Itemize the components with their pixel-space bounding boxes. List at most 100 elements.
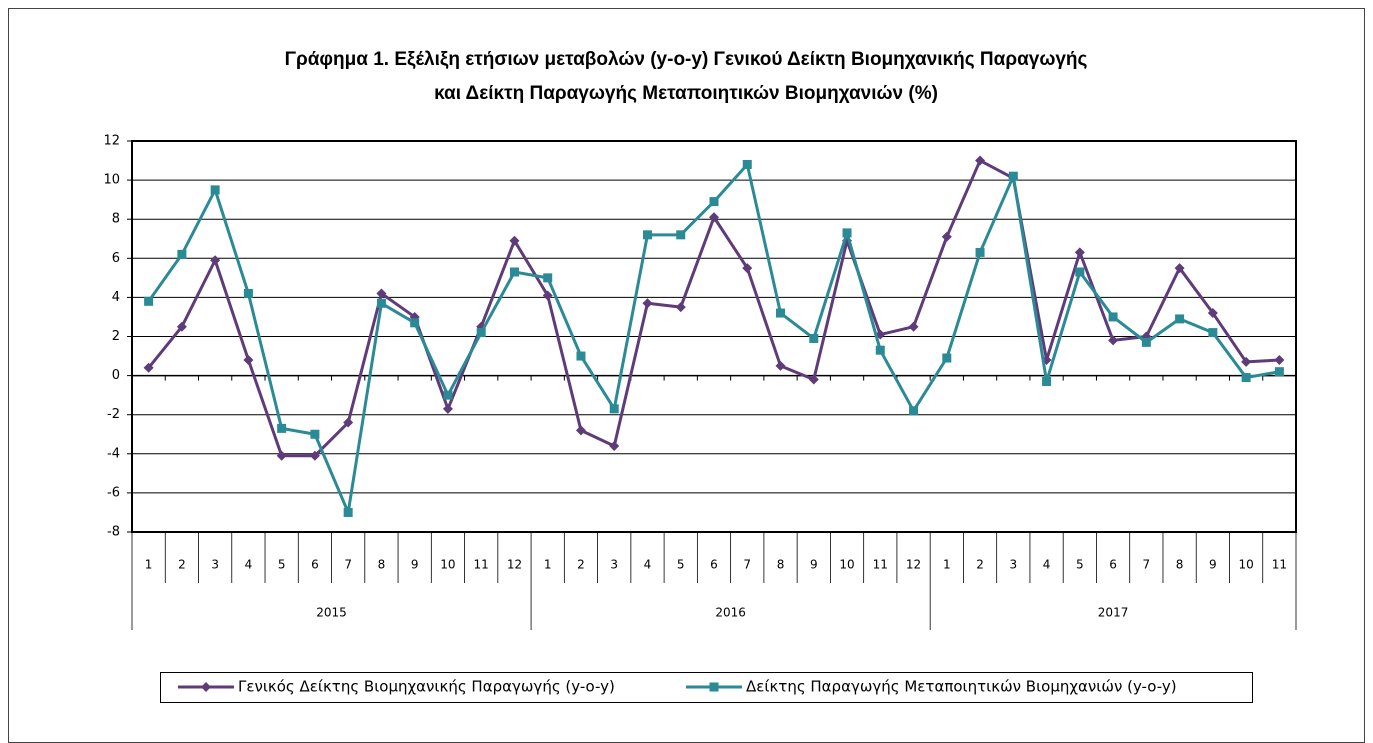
marker <box>376 298 386 308</box>
x-tick-label: 5 <box>278 558 286 572</box>
marker <box>476 328 486 338</box>
group-label: 2015 <box>316 606 347 620</box>
plot-border <box>131 140 1297 533</box>
marker <box>908 321 919 332</box>
x-tick-label: 11 <box>474 558 489 572</box>
marker <box>1241 373 1251 383</box>
marker <box>143 362 154 373</box>
marker <box>1274 367 1284 377</box>
x-tick-label: 1 <box>145 558 153 572</box>
y-tick-label: 4 <box>112 290 120 305</box>
marker <box>1175 314 1185 324</box>
marker <box>1075 267 1085 277</box>
marker <box>277 423 287 433</box>
marker <box>709 212 719 223</box>
y-tick-label: 6 <box>112 251 120 266</box>
marker <box>609 404 619 414</box>
marker <box>1208 328 1218 338</box>
x-tick-label: 6 <box>710 558 718 572</box>
y-tick-label: -6 <box>107 485 120 500</box>
marker <box>210 255 221 266</box>
x-tick-label: 8 <box>378 558 386 572</box>
x-tick-label: 11 <box>873 558 888 572</box>
x-tick-label: 9 <box>1209 558 1217 572</box>
x-tick-label: 7 <box>1143 558 1151 572</box>
marker <box>210 185 220 195</box>
marker <box>942 353 952 363</box>
x-tick-label: 3 <box>1009 558 1017 572</box>
legend-box <box>160 672 1253 703</box>
x-tick-label: 4 <box>1043 558 1051 572</box>
marker <box>1241 356 1252 367</box>
marker <box>642 298 653 309</box>
marker <box>1108 335 1119 346</box>
marker <box>343 507 353 517</box>
x-tick-label: 1 <box>943 558 951 572</box>
y-tick-label: -8 <box>107 525 120 540</box>
y-tick-label: -2 <box>107 407 120 422</box>
group-label: 2016 <box>715 606 746 620</box>
marker <box>376 288 387 299</box>
marker <box>243 354 254 365</box>
marker <box>509 235 520 246</box>
legend-label: Γενικός Δείκτης Βιομηχανικής Παραγωγής (… <box>238 678 615 696</box>
marker <box>1042 376 1052 386</box>
marker <box>775 360 786 371</box>
marker <box>410 318 420 328</box>
x-tick-label: 10 <box>839 558 854 572</box>
x-tick-label: 8 <box>1176 558 1184 572</box>
y-tick-label: 0 <box>112 368 120 383</box>
y-tick-label: 8 <box>112 212 120 227</box>
y-tick-label: 12 <box>103 134 120 149</box>
x-tick-label: 12 <box>507 558 522 572</box>
x-tick-label: 3 <box>610 558 618 572</box>
x-tick-label: 5 <box>1076 558 1084 572</box>
marker <box>509 267 519 277</box>
marker <box>575 425 586 436</box>
x-tick-label: 2 <box>178 558 186 572</box>
marker <box>1108 312 1118 322</box>
marker <box>1074 247 1085 258</box>
marker <box>742 159 752 169</box>
marker <box>343 417 354 428</box>
marker <box>177 249 187 259</box>
x-tick-label: 7 <box>344 558 352 572</box>
marker <box>243 288 253 298</box>
marker <box>842 228 852 238</box>
marker <box>309 450 320 461</box>
marker <box>1141 337 1151 347</box>
x-tick-label: 11 <box>1272 558 1287 572</box>
marker <box>1008 171 1018 181</box>
x-tick-label: 1 <box>544 558 552 572</box>
marker <box>443 390 453 400</box>
x-tick-label: 3 <box>211 558 219 572</box>
marker <box>1174 263 1185 274</box>
x-tick-label: 5 <box>677 558 685 572</box>
marker <box>576 351 586 361</box>
marker <box>909 406 919 416</box>
chart-title: και Δείκτη Παραγωγής Μεταποιητικών Βιομη… <box>434 83 938 104</box>
legend-label: Δείκτης Παραγωγής Μεταποιητικών Βιομηχαν… <box>746 678 1177 696</box>
marker <box>642 230 652 240</box>
marker <box>442 403 453 414</box>
x-tick-label: 9 <box>810 558 818 572</box>
marker <box>542 290 553 301</box>
marker <box>609 440 620 451</box>
x-tick-label: 7 <box>743 558 751 572</box>
marker <box>709 197 719 207</box>
marker <box>809 333 819 343</box>
x-tick-label: 6 <box>311 558 319 572</box>
marker <box>675 302 686 313</box>
marker <box>776 308 786 318</box>
marker <box>176 321 187 332</box>
group-label: 2017 <box>1098 606 1129 620</box>
x-tick-label: 9 <box>411 558 419 572</box>
marker <box>709 682 719 692</box>
y-tick-label: -4 <box>107 446 120 461</box>
marker <box>310 429 320 439</box>
marker <box>543 273 553 283</box>
x-tick-label: 2 <box>976 558 984 572</box>
marker <box>941 231 952 242</box>
